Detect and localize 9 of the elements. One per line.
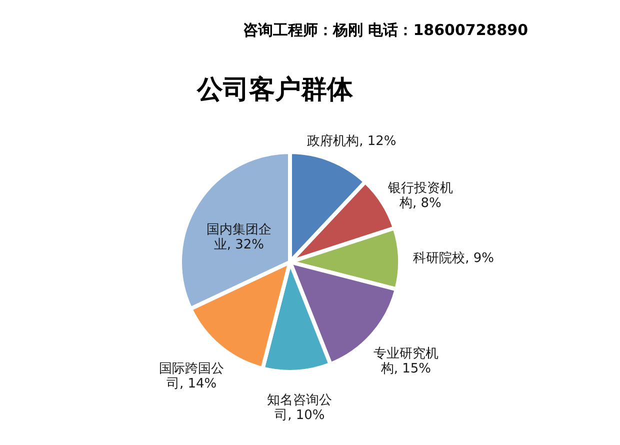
slice-label: 政府机构, 12%: [307, 133, 396, 150]
slice-label: 国内集团企业, 32%: [206, 222, 272, 253]
chart-title: 公司客户群体: [196, 75, 354, 105]
slice-label: 国际跨国公司, 14%: [159, 362, 224, 392]
slice-label: 专业研究机构, 15%: [373, 346, 438, 376]
text: 咨询工程师：杨刚 电话：18600728890: [243, 21, 528, 39]
slice-label: 知名咨询公司, 10%: [267, 392, 332, 423]
slice-label: 银行投资机构, 8%: [386, 180, 453, 211]
slice-label: 科研院校, 9%: [413, 250, 494, 266]
